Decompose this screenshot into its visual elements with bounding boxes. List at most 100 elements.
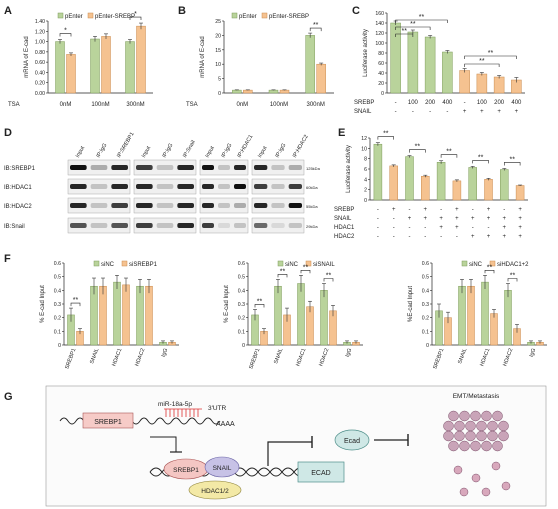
d-blot-band: [111, 223, 128, 228]
d-kda-label: 29kDa: [306, 224, 318, 229]
b-tick-label: 0: [218, 91, 221, 97]
f1-sig-label: **: [73, 297, 79, 304]
c-row-cell: -: [429, 109, 431, 115]
d-blot-band: [271, 165, 285, 170]
f2-tick-label: 0.6: [238, 261, 245, 267]
g-tumor-cell: [465, 420, 476, 432]
c-bar: [407, 31, 419, 94]
d-kda-label: 60kDa: [306, 185, 318, 190]
e-bar: [452, 180, 462, 201]
f1-category-label: HDAC2: [134, 348, 146, 368]
d-blot-band: [271, 223, 285, 228]
d-blot-band: [218, 165, 230, 170]
b-legend-swatch: [231, 12, 238, 19]
a-sig-label: *: [134, 11, 137, 18]
e-row-cell: +: [455, 216, 459, 222]
c-bar: [476, 73, 488, 94]
c-row-cell: -: [446, 109, 448, 115]
e-row-cell: -: [377, 216, 379, 222]
d-lane-label: IP:SREBP1: [116, 131, 135, 159]
b-tick-label: 20: [215, 33, 221, 39]
f1-legend-swatch: [93, 260, 100, 267]
f1-category-label: IgG: [161, 348, 170, 358]
c-row-cell: -: [464, 100, 466, 106]
f1-legend-swatch: [121, 260, 128, 267]
c-bar: [442, 51, 453, 94]
c-sig-label: **: [410, 21, 416, 28]
d-blot-band: [288, 203, 302, 208]
f1-category-label: SREBP1: [64, 348, 77, 370]
d-blot-frame: [251, 197, 305, 214]
f1-ylabel: % E-cad Input: [40, 285, 46, 323]
d-row-label: IB:HDAC1: [4, 185, 32, 191]
e-row-cell: -: [377, 234, 379, 240]
c-tick-label: 140: [375, 21, 384, 27]
d-blot-frame: [251, 159, 305, 176]
a-tick-label: 1.00: [35, 40, 45, 46]
e-ylabel: Luciferase activity: [346, 145, 352, 193]
f3-category-label: SNAIL: [457, 348, 468, 365]
c-sig-label: **: [488, 50, 494, 57]
a-legend-swatch: [87, 12, 94, 19]
g-hdac-label: HDAC1/2: [201, 488, 229, 495]
c-row-label: SNAIL: [354, 109, 372, 115]
c-row-cell: -: [395, 109, 397, 115]
e-sig-bracket: [472, 160, 489, 164]
g-ecad-protein-label: Ecad: [344, 438, 360, 445]
d-lane-label: IP:IgG: [275, 142, 288, 159]
f2-legend-label: siNC: [285, 262, 299, 268]
a-bar: [66, 54, 76, 94]
e-row-label: HDAC1: [334, 225, 355, 231]
a-tick-label: 0.00: [35, 91, 45, 97]
g-migrating-cell: [459, 487, 469, 497]
e-row-cell: +: [487, 234, 491, 240]
f1-bar: [136, 285, 144, 346]
d-blot-band: [234, 165, 246, 170]
d-blot-band: [136, 203, 153, 208]
d-blot-band: [254, 184, 268, 189]
f1-category-label: SNAIL: [89, 348, 100, 365]
e-row-cell: +: [487, 216, 491, 222]
e-sig-bracket: [377, 136, 394, 140]
b-row-label: TSA: [186, 102, 198, 108]
a-tick-label: 1.20: [35, 29, 45, 35]
g-polya-label: AAAA: [216, 421, 235, 428]
f2-bar: [306, 306, 314, 346]
e-bar: [405, 156, 414, 201]
e-row-cell: -: [440, 207, 442, 213]
d-blot-band: [177, 165, 194, 170]
e-row-cell: +: [518, 234, 522, 240]
f3-sig-label: **: [487, 264, 493, 271]
f3-tick-label: 0: [426, 343, 429, 349]
f2-sig-bracket: [323, 278, 334, 282]
b-bar: [316, 63, 326, 94]
f2-sig-bracket: [254, 304, 265, 308]
d-blot-band: [70, 203, 87, 208]
a-legend-swatch: [57, 12, 64, 19]
d-blot-band: [202, 165, 214, 170]
d-blot-frame: [67, 197, 131, 214]
e-sig-label: **: [415, 144, 421, 151]
a-bar: [125, 41, 135, 94]
e-row-cell: +: [503, 216, 507, 222]
c-bar: [424, 36, 436, 94]
f2-tick-label: 0.5: [238, 275, 245, 281]
f2-sig-label: **: [257, 298, 263, 305]
g-srebp1-box: [82, 412, 134, 429]
f2-tick-label: 0.2: [238, 316, 245, 322]
e-row-cell: +: [503, 225, 507, 231]
f2-category-label: SREBP1: [248, 348, 261, 370]
c-row-cell: 100: [477, 100, 488, 106]
g-inhibit-line-1: [150, 436, 177, 452]
e-sig-label: **: [478, 154, 484, 161]
d-blot-band: [156, 223, 174, 228]
a-bar: [101, 36, 111, 94]
e-bar: [421, 175, 430, 201]
d-lane-label: IP:IgG: [162, 142, 175, 159]
d-kda-label: 125kDa: [306, 166, 321, 171]
e-row-cell: +: [439, 216, 443, 222]
e-bar: [436, 162, 446, 201]
c-row-cell: 200: [494, 100, 505, 106]
d-blot-band: [234, 203, 246, 208]
